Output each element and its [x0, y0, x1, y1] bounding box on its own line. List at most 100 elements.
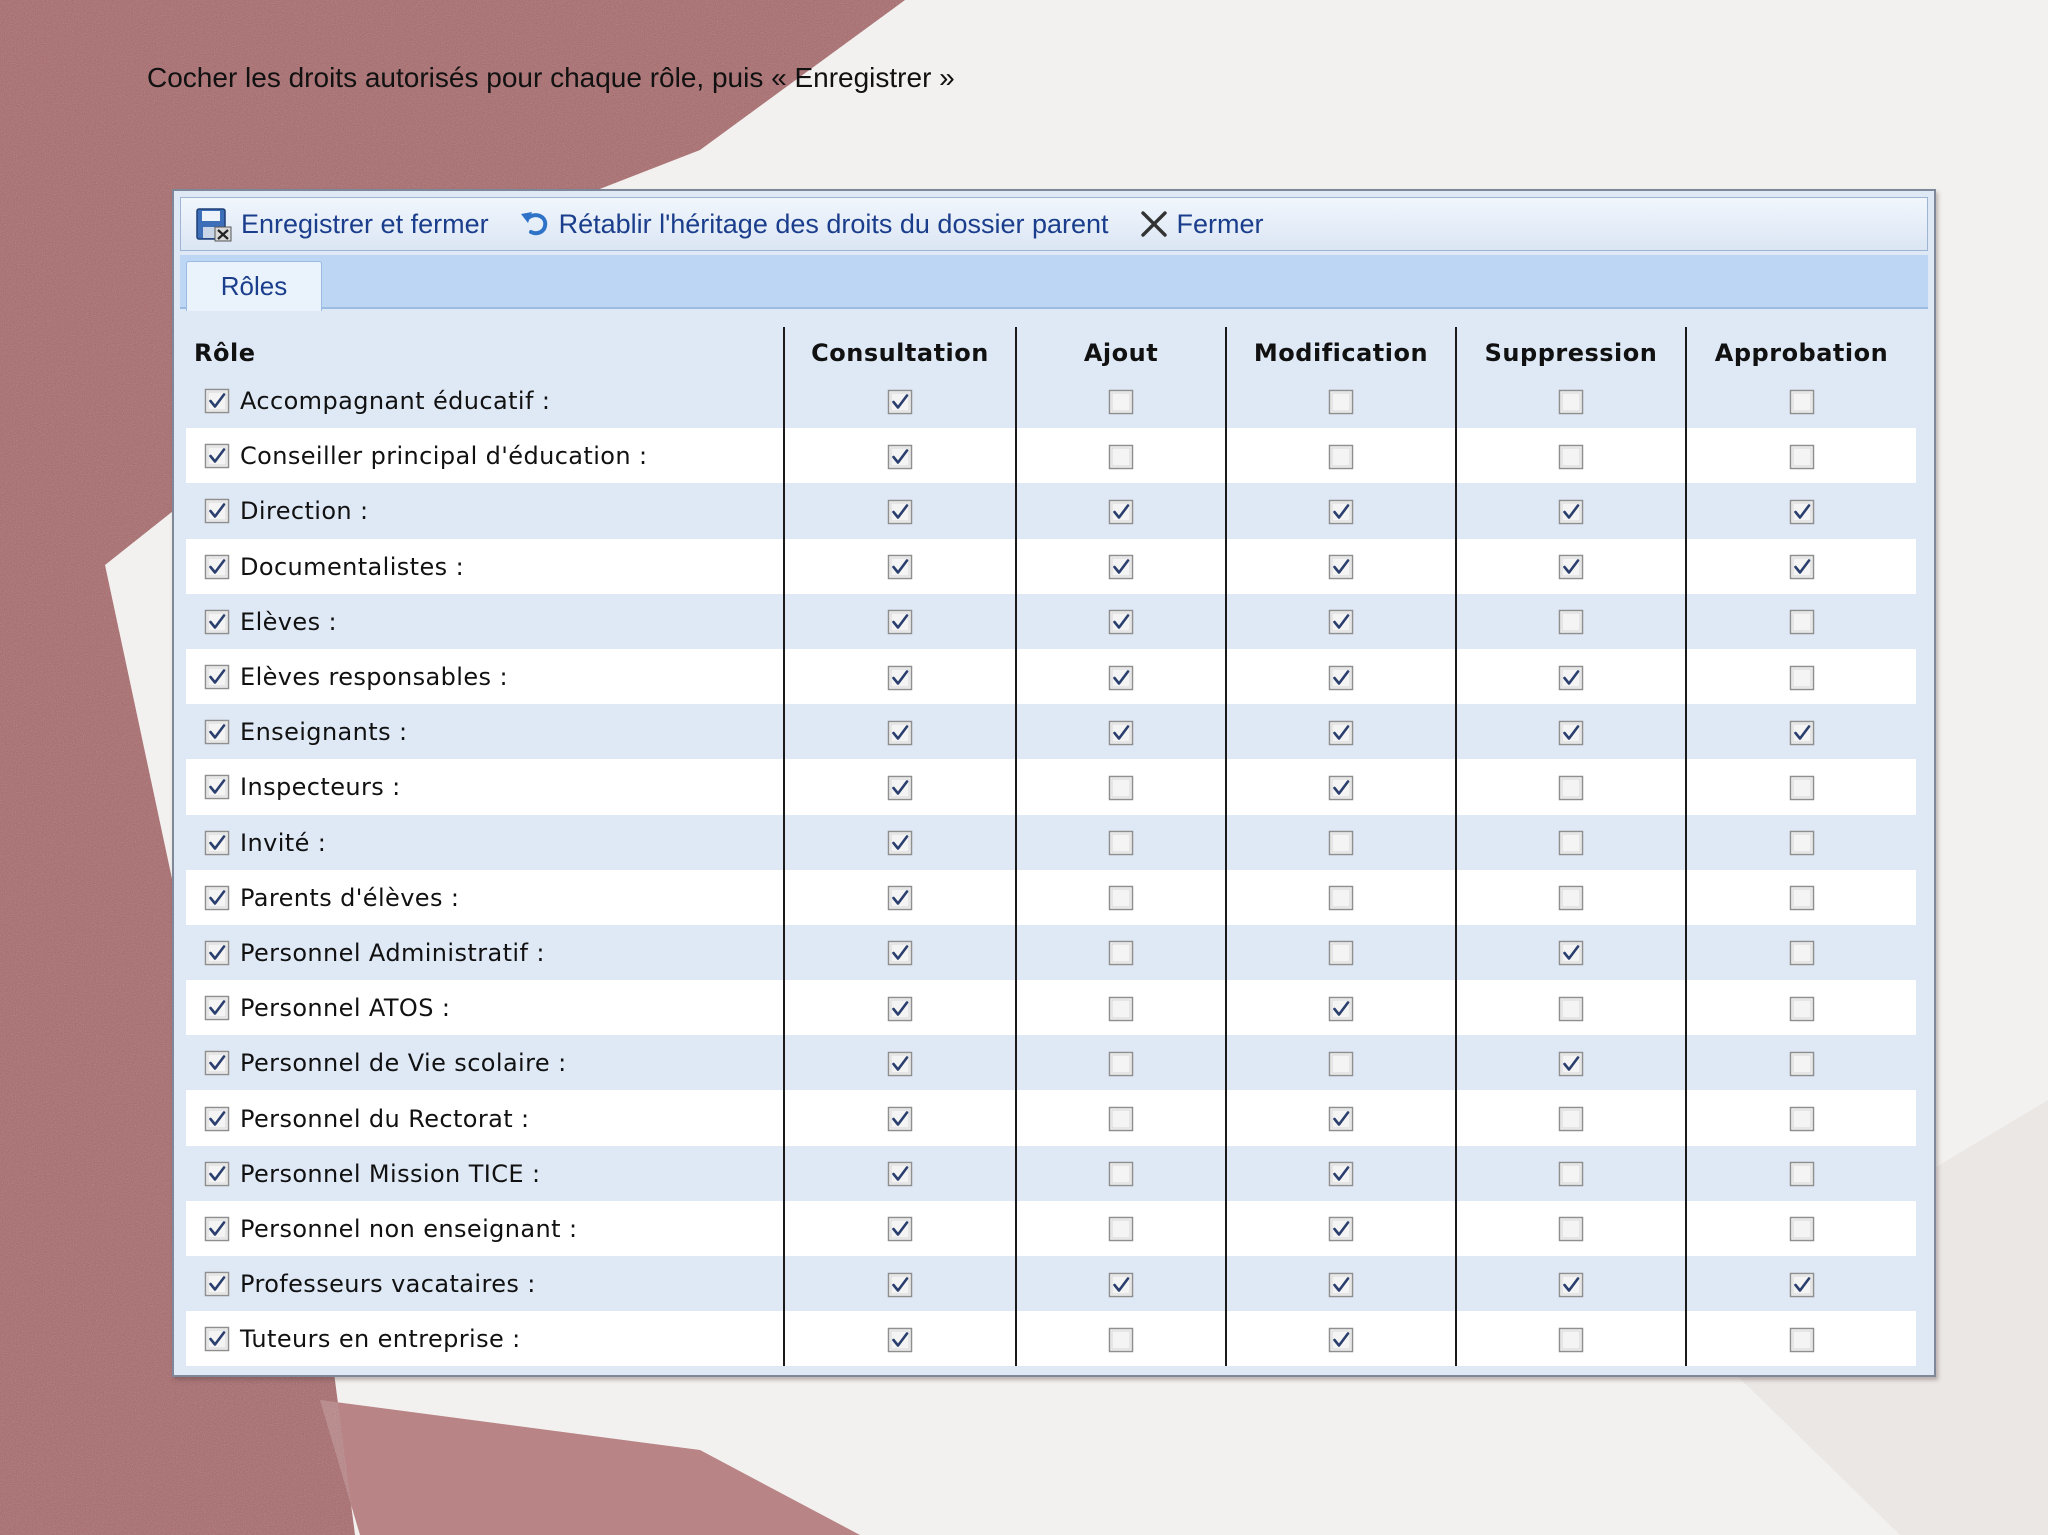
role-checkbox[interactable]	[204, 554, 230, 580]
approbation-checkbox[interactable]	[1789, 609, 1815, 635]
role-checkbox[interactable]	[204, 885, 230, 911]
modification-checkbox[interactable]	[1328, 1327, 1354, 1353]
role-checkbox[interactable]	[204, 719, 230, 745]
suppression-checkbox[interactable]	[1558, 1161, 1584, 1187]
ajout-checkbox[interactable]	[1108, 940, 1134, 966]
consultation-checkbox[interactable]	[887, 1106, 913, 1132]
suppression-checkbox[interactable]	[1558, 1106, 1584, 1132]
role-checkbox[interactable]	[204, 1161, 230, 1187]
role-checkbox[interactable]	[204, 995, 230, 1021]
consultation-checkbox[interactable]	[887, 665, 913, 691]
consultation-checkbox[interactable]	[887, 609, 913, 635]
suppression-checkbox[interactable]	[1558, 996, 1584, 1022]
suppression-checkbox[interactable]	[1558, 609, 1584, 635]
approbation-checkbox[interactable]	[1789, 665, 1815, 691]
approbation-checkbox[interactable]	[1789, 720, 1815, 746]
approbation-checkbox[interactable]	[1789, 499, 1815, 525]
suppression-checkbox[interactable]	[1558, 885, 1584, 911]
modification-checkbox[interactable]	[1328, 444, 1354, 470]
ajout-checkbox[interactable]	[1108, 609, 1134, 635]
suppression-checkbox[interactable]	[1558, 1327, 1584, 1353]
approbation-checkbox[interactable]	[1789, 1327, 1815, 1353]
role-checkbox[interactable]	[204, 830, 230, 856]
modification-checkbox[interactable]	[1328, 499, 1354, 525]
suppression-checkbox[interactable]	[1558, 940, 1584, 966]
role-checkbox[interactable]	[204, 443, 230, 469]
save-close-button[interactable]: Enregistrer et fermer	[195, 205, 489, 243]
suppression-checkbox[interactable]	[1558, 720, 1584, 746]
ajout-checkbox[interactable]	[1108, 499, 1134, 525]
approbation-checkbox[interactable]	[1789, 940, 1815, 966]
consultation-checkbox[interactable]	[887, 1216, 913, 1242]
suppression-checkbox[interactable]	[1558, 1216, 1584, 1242]
modification-checkbox[interactable]	[1328, 1216, 1354, 1242]
approbation-checkbox[interactable]	[1789, 554, 1815, 580]
restore-inheritance-button[interactable]: Rétablir l'héritage des droits du dossie…	[519, 208, 1109, 240]
ajout-checkbox[interactable]	[1108, 1216, 1134, 1242]
role-checkbox[interactable]	[204, 388, 230, 414]
modification-checkbox[interactable]	[1328, 830, 1354, 856]
role-checkbox[interactable]	[204, 609, 230, 635]
modification-checkbox[interactable]	[1328, 1051, 1354, 1077]
close-button[interactable]: Fermer	[1139, 209, 1264, 240]
consultation-checkbox[interactable]	[887, 554, 913, 580]
ajout-checkbox[interactable]	[1108, 554, 1134, 580]
approbation-checkbox[interactable]	[1789, 1106, 1815, 1132]
modification-checkbox[interactable]	[1328, 720, 1354, 746]
consultation-checkbox[interactable]	[887, 885, 913, 911]
approbation-checkbox[interactable]	[1789, 996, 1815, 1022]
consultation-checkbox[interactable]	[887, 830, 913, 856]
ajout-checkbox[interactable]	[1108, 720, 1134, 746]
consultation-checkbox[interactable]	[887, 444, 913, 470]
consultation-checkbox[interactable]	[887, 499, 913, 525]
modification-checkbox[interactable]	[1328, 1106, 1354, 1132]
consultation-checkbox[interactable]	[887, 389, 913, 415]
modification-checkbox[interactable]	[1328, 1161, 1354, 1187]
role-checkbox[interactable]	[204, 1271, 230, 1297]
modification-checkbox[interactable]	[1328, 389, 1354, 415]
role-checkbox[interactable]	[204, 940, 230, 966]
role-checkbox[interactable]	[204, 774, 230, 800]
tab-roles[interactable]: Rôles	[186, 261, 322, 311]
modification-checkbox[interactable]	[1328, 609, 1354, 635]
suppression-checkbox[interactable]	[1558, 554, 1584, 580]
suppression-checkbox[interactable]	[1558, 1272, 1584, 1298]
ajout-checkbox[interactable]	[1108, 1051, 1134, 1077]
consultation-checkbox[interactable]	[887, 1161, 913, 1187]
approbation-checkbox[interactable]	[1789, 1216, 1815, 1242]
approbation-checkbox[interactable]	[1789, 444, 1815, 470]
ajout-checkbox[interactable]	[1108, 444, 1134, 470]
ajout-checkbox[interactable]	[1108, 775, 1134, 801]
approbation-checkbox[interactable]	[1789, 1051, 1815, 1077]
approbation-checkbox[interactable]	[1789, 775, 1815, 801]
approbation-checkbox[interactable]	[1789, 1272, 1815, 1298]
consultation-checkbox[interactable]	[887, 1051, 913, 1077]
suppression-checkbox[interactable]	[1558, 665, 1584, 691]
ajout-checkbox[interactable]	[1108, 665, 1134, 691]
consultation-checkbox[interactable]	[887, 1327, 913, 1353]
modification-checkbox[interactable]	[1328, 665, 1354, 691]
consultation-checkbox[interactable]	[887, 720, 913, 746]
role-checkbox[interactable]	[204, 498, 230, 524]
approbation-checkbox[interactable]	[1789, 389, 1815, 415]
modification-checkbox[interactable]	[1328, 775, 1354, 801]
ajout-checkbox[interactable]	[1108, 1161, 1134, 1187]
consultation-checkbox[interactable]	[887, 1272, 913, 1298]
role-checkbox[interactable]	[204, 1326, 230, 1352]
modification-checkbox[interactable]	[1328, 1272, 1354, 1298]
modification-checkbox[interactable]	[1328, 554, 1354, 580]
approbation-checkbox[interactable]	[1789, 830, 1815, 856]
suppression-checkbox[interactable]	[1558, 775, 1584, 801]
suppression-checkbox[interactable]	[1558, 830, 1584, 856]
approbation-checkbox[interactable]	[1789, 1161, 1815, 1187]
role-checkbox[interactable]	[204, 664, 230, 690]
suppression-checkbox[interactable]	[1558, 444, 1584, 470]
role-checkbox[interactable]	[204, 1106, 230, 1132]
ajout-checkbox[interactable]	[1108, 1106, 1134, 1132]
modification-checkbox[interactable]	[1328, 940, 1354, 966]
role-checkbox[interactable]	[204, 1216, 230, 1242]
approbation-checkbox[interactable]	[1789, 885, 1815, 911]
ajout-checkbox[interactable]	[1108, 996, 1134, 1022]
consultation-checkbox[interactable]	[887, 940, 913, 966]
suppression-checkbox[interactable]	[1558, 499, 1584, 525]
